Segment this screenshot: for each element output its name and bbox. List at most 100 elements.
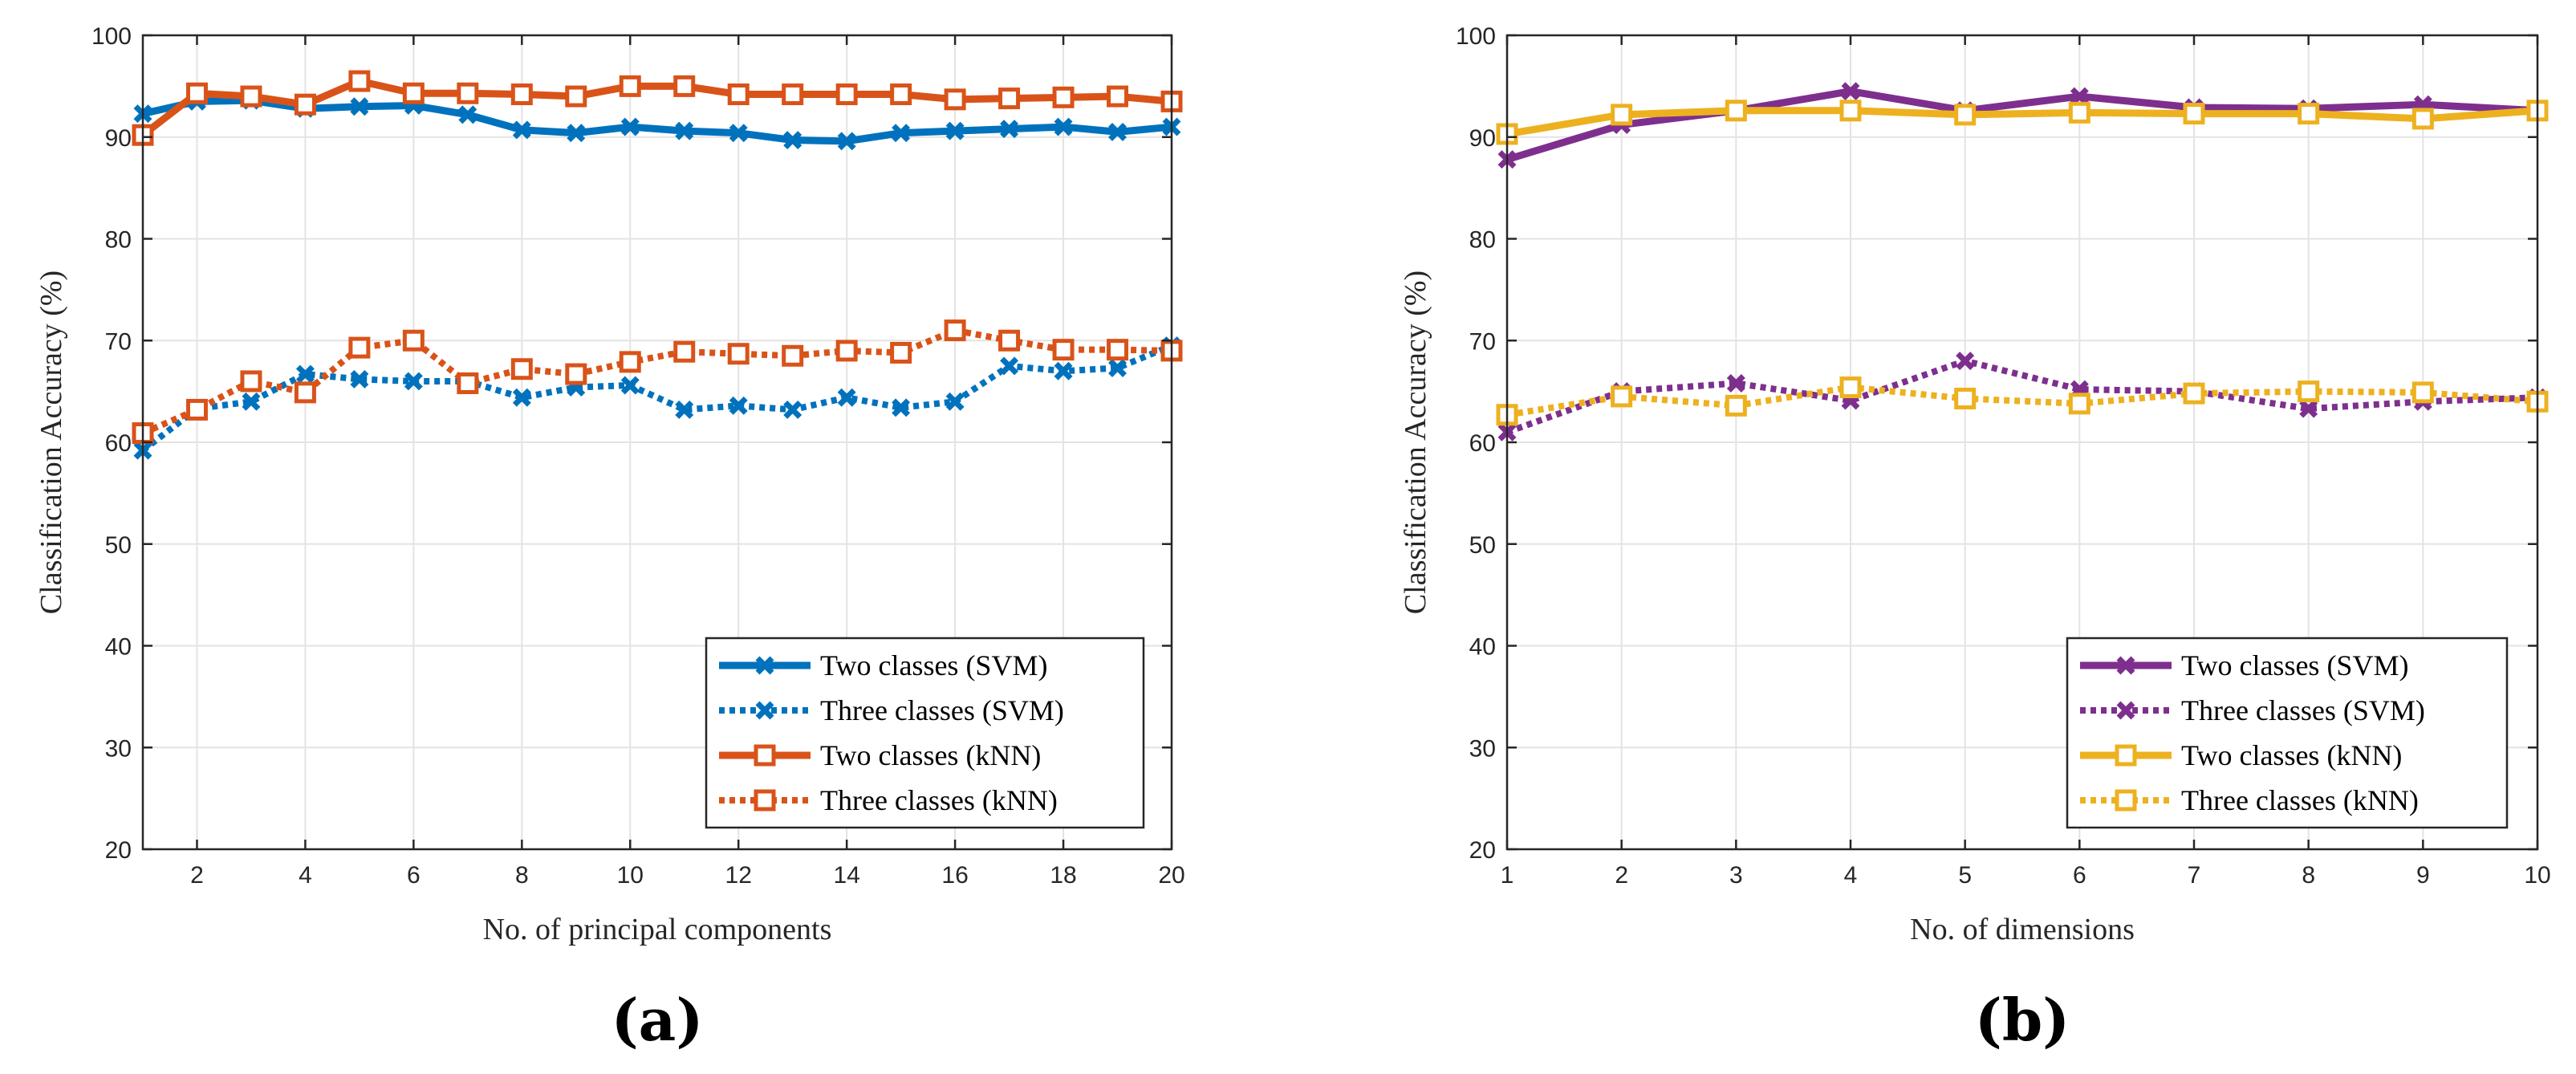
data-point-marker-square: [782, 83, 804, 106]
legend-marker-square: [2115, 744, 2137, 767]
x-tick-label: 2: [1615, 862, 1628, 889]
x-tick-label: 8: [515, 862, 529, 889]
data-point-marker-square: [2411, 381, 2434, 404]
data-point-marker-square: [998, 329, 1021, 352]
chart-panel-a: 2 4 6 8 10 12 14 16 18 20 20 30 40 50 60 70 80 90 100 No. o…: [35, 23, 1185, 946]
series-two-classes-knn: [132, 70, 1183, 146]
data-point-marker-x: [892, 398, 911, 417]
y-tick-label: 80: [1469, 227, 1496, 254]
panel-label: (b): [1975, 986, 2070, 1054]
legend-label: Three classes (kNN): [820, 784, 1058, 816]
data-point-marker-square: [1839, 100, 1862, 122]
data-point-marker-x: [675, 400, 694, 419]
data-point-marker-x: [350, 369, 369, 389]
y-tick-label: 60: [105, 430, 132, 457]
data-point-marker-square: [1611, 385, 1633, 408]
data-point-marker-x: [1841, 82, 1860, 101]
marker-stroke: [1054, 117, 1073, 136]
data-point-marker-x: [2070, 87, 2089, 106]
data-point-marker-square: [1052, 86, 1075, 108]
legend-label: Two classes (SVM): [2181, 649, 2408, 681]
data-point-marker-x: [350, 97, 369, 116]
data-point-marker-square: [835, 83, 858, 106]
marker-stroke: [2299, 399, 2318, 418]
data-point-marker-square: [348, 336, 371, 359]
y-tick-label: 100: [91, 23, 132, 50]
data-point-marker-square: [2068, 101, 2090, 124]
marker-stroke: [837, 388, 856, 407]
series-line: [1505, 87, 2538, 163]
data-point-marker-x: [729, 124, 748, 143]
data-point-marker-x: [945, 392, 965, 411]
data-point-marker-square: [402, 82, 425, 104]
data-point-marker-x: [783, 400, 802, 419]
legend-box: [705, 637, 1145, 829]
x-tick-label: 10: [2524, 862, 2550, 889]
data-point-marker-square: [673, 75, 696, 97]
data-point-marker-x: [620, 376, 640, 395]
data-point-marker-x: [1054, 117, 1073, 136]
data-point-marker-square: [1107, 85, 1129, 108]
marker-stroke: [2070, 87, 2089, 106]
data-point-marker-square: [727, 343, 750, 365]
y-tick-label: 100: [1456, 23, 1496, 50]
data-point-marker-x: [1108, 358, 1128, 377]
y-tick-label: 90: [105, 125, 132, 152]
marker-stroke: [1108, 358, 1128, 377]
legend-entry: Three classes (SVM): [719, 694, 1064, 726]
legend-entry: Two classes (kNN): [2080, 739, 2402, 771]
data-point-marker-x: [1000, 356, 1019, 376]
marker-stroke: [837, 132, 856, 151]
data-point-marker-square: [457, 82, 479, 104]
x-tick-label: 4: [1844, 862, 1858, 889]
x-tick-label: 8: [2302, 862, 2315, 889]
marker-stroke: [783, 400, 802, 419]
marker-stroke: [1000, 120, 1019, 139]
data-point-marker-x: [837, 132, 856, 151]
x-tick-label: 6: [2073, 862, 2086, 889]
x-tick-label: 7: [2188, 862, 2201, 889]
x-tick-label: 1: [1501, 862, 1514, 889]
data-point-marker-square: [998, 87, 1021, 110]
x-tick-label: 5: [1958, 862, 1972, 889]
data-point-marker-square: [619, 75, 641, 97]
marker-stroke: [458, 105, 477, 124]
data-point-marker-x: [1108, 122, 1128, 141]
marker-stroke: [350, 369, 369, 389]
data-point-marker-square: [944, 88, 966, 111]
marker-stroke: [620, 117, 640, 136]
y-tick-label: 80: [105, 227, 132, 254]
legend-marker-square: [2115, 789, 2137, 812]
y-axis-label: Classification Accuracy (%): [35, 271, 68, 614]
data-point-marker-x: [945, 121, 965, 140]
data-point-marker-square: [402, 329, 425, 352]
data-point-marker-square: [1052, 339, 1075, 361]
x-tick-label: 6: [407, 862, 421, 889]
marker-stroke: [729, 396, 748, 415]
marker-stroke: [1841, 82, 1860, 101]
data-point-marker-square: [1954, 387, 1977, 409]
x-tick-label: 3: [1729, 862, 1743, 889]
data-point-marker-square: [2298, 103, 2320, 125]
data-point-marker-square: [2298, 380, 2320, 403]
legend-label: Three classes (SVM): [2181, 694, 2425, 726]
data-point-marker-x: [512, 388, 531, 407]
legend-label: Two classes (kNN): [2181, 739, 2402, 771]
marker-stroke: [675, 121, 694, 140]
y-tick-label: 20: [1469, 837, 1496, 864]
legend-label: Two classes (kNN): [820, 739, 1041, 771]
legend-marker-x: [755, 701, 774, 720]
y-tick-label: 40: [1469, 634, 1496, 661]
series-line: [140, 342, 1173, 454]
legend-marker-x: [755, 656, 774, 675]
marker-stroke: [1054, 361, 1073, 380]
marker-stroke: [783, 131, 802, 150]
data-point-marker-x: [242, 392, 261, 411]
data-point-marker-square: [890, 83, 912, 106]
data-point-marker-square: [348, 70, 371, 92]
data-point-marker-square: [294, 381, 316, 404]
data-point-marker-x: [295, 364, 315, 384]
data-point-marker-x: [783, 131, 802, 150]
data-point-marker-x: [1726, 374, 1745, 393]
marker-stroke: [404, 372, 423, 391]
